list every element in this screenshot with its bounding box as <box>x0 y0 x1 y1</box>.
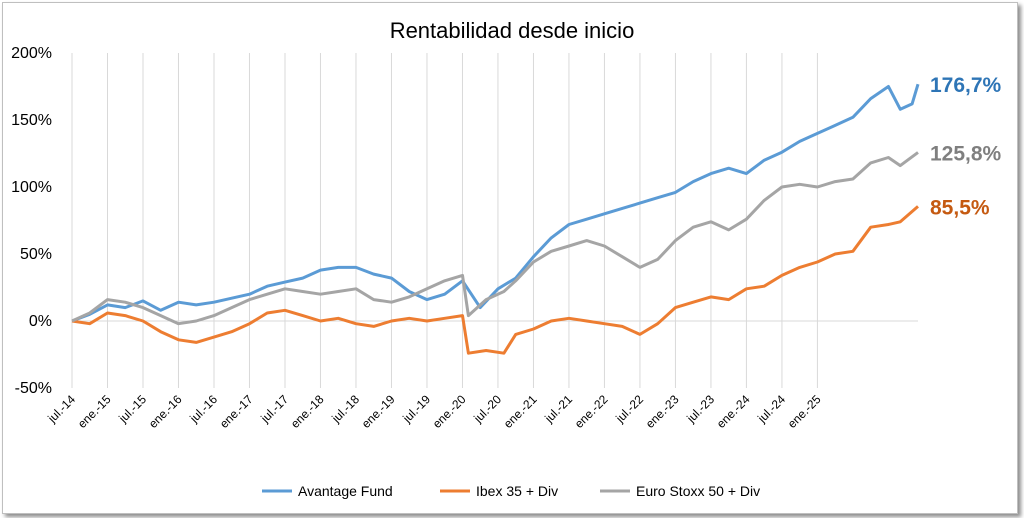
y-tick-label: -50% <box>15 380 52 397</box>
end-labels: 176,7% 85,5% 125,8% <box>930 74 1002 219</box>
y-tick-label: 100% <box>11 179 52 196</box>
grid <box>71 53 918 388</box>
x-tick-label: ene.-22 <box>572 392 611 431</box>
y-tick-label: 0% <box>29 313 52 330</box>
y-tick-label: 200% <box>11 45 52 62</box>
x-tick-label: ene.-16 <box>146 392 185 431</box>
x-tick-label: jul.-17 <box>257 392 291 426</box>
legend: Avantage Fund Ibex 35 + Div Euro Stoxx 50 … <box>262 483 760 499</box>
series-lines <box>71 83 920 355</box>
chart-title: Rentabilidad desde inicio <box>390 18 635 43</box>
x-tick-label: jul.-23 <box>683 392 717 426</box>
series-line <box>71 151 919 326</box>
x-tick-label: ene.-18 <box>288 392 327 431</box>
x-tick-label: ene.-23 <box>643 392 682 431</box>
x-tick-label: jul.-15 <box>115 392 149 426</box>
x-tick-label: ene.-20 <box>430 392 469 431</box>
legend-label: Ibex 35 + Div <box>476 483 558 499</box>
y-tick-label: 50% <box>20 246 52 263</box>
end-value-label: 125,8% <box>930 142 1002 165</box>
legend-label: Avantage Fund <box>298 483 393 499</box>
x-tick-label: ene.-24 <box>714 392 753 431</box>
y-axis: 200% 150% 100% 50% 0% -50% <box>11 45 52 397</box>
x-tick-label: jul.-18 <box>328 392 362 426</box>
end-value-label: 85,5% <box>930 196 990 219</box>
x-tick-label: ene.-25 <box>785 392 824 431</box>
x-tick-label: ene.-19 <box>359 392 398 431</box>
x-tick-label: ene.-17 <box>217 392 256 431</box>
series-line <box>71 83 920 323</box>
end-value-label: 176,7% <box>930 74 1002 97</box>
x-tick-label: ene.-15 <box>75 392 114 431</box>
x-tick-label: jul.-21 <box>541 392 575 426</box>
series-line <box>71 205 919 355</box>
x-tick-label: jul.-14 <box>44 392 78 426</box>
x-tick-label: jul.-22 <box>612 392 646 426</box>
legend-label: Euro Stoxx 50 + Div <box>636 483 760 499</box>
x-tick-label: ene.-21 <box>501 392 540 431</box>
y-tick-label: 150% <box>11 112 52 129</box>
x-tick-label: jul.-16 <box>186 392 220 426</box>
x-tick-label: jul.-19 <box>399 392 433 426</box>
x-tick-label: jul.-20 <box>470 392 504 426</box>
x-tick-label: jul.-24 <box>754 392 788 426</box>
